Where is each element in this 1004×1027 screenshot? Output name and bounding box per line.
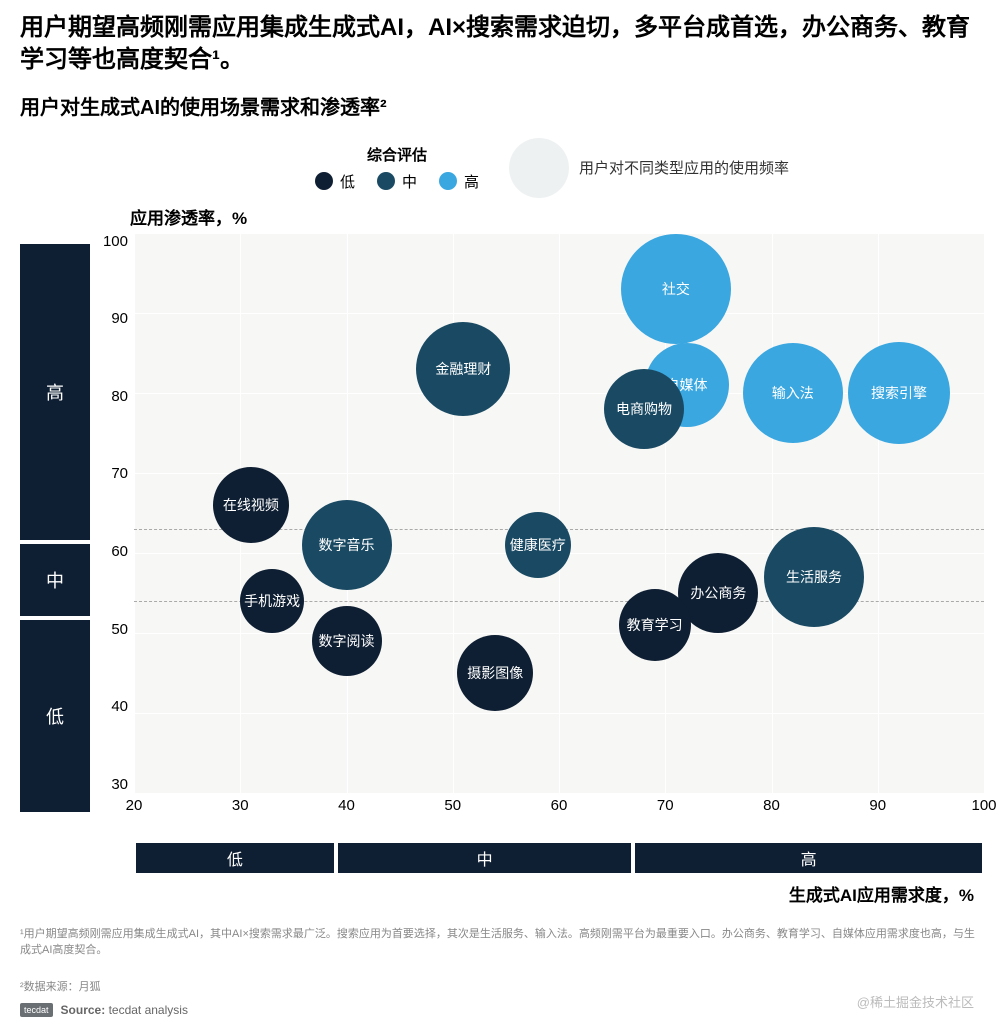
y-tick-label: 100 xyxy=(103,233,128,250)
y-tick-label: 70 xyxy=(111,465,128,482)
legend-title: 综合评估 xyxy=(367,144,427,165)
x-axis-title: 生成式AI应用需求度，% xyxy=(100,881,974,906)
source-value: tecdat analysis xyxy=(109,1003,188,1017)
bubble: 手机游戏 xyxy=(240,569,304,633)
y-axis-bands: 高中低 xyxy=(20,244,90,906)
footnote-2: ²数据来源：月狐 xyxy=(20,979,984,996)
legend-item: 中 xyxy=(377,171,417,192)
bubble: 电商购物 xyxy=(604,369,684,449)
x-tick-label: 100 xyxy=(971,797,996,814)
bubble: 输入法 xyxy=(743,343,843,443)
x-tick-label: 30 xyxy=(232,797,249,814)
footnote-1: ¹用户期望高频刚需应用集成生成式AI，其中AI×搜索需求最广泛。搜索应用为首要选… xyxy=(20,926,984,959)
x-tick-label: 20 xyxy=(126,797,143,814)
bubble: 在线视频 xyxy=(213,467,289,543)
legend-freq-label: 用户对不同类型应用的使用频率 xyxy=(579,157,789,178)
y-band: 低 xyxy=(20,620,90,812)
x-tick-label: 60 xyxy=(551,797,568,814)
x-band: 高 xyxy=(635,843,982,873)
x-axis-bands: 低中高 xyxy=(134,843,984,873)
y-band: 高 xyxy=(20,244,90,540)
legend-frequency: 用户对不同类型应用的使用频率 xyxy=(509,138,789,198)
y-band: 中 xyxy=(20,544,90,616)
x-axis-labels: 2030405060708090100 xyxy=(134,793,984,815)
y-tick-label: 90 xyxy=(111,310,128,327)
bubble: 数字阅读 xyxy=(312,606,382,676)
source-row: tecdat Source: tecdat analysis @稀土掘金技术社区 xyxy=(20,1003,984,1017)
plot-area: 社交金融理财自媒体输入法搜索引擎电商购物在线视频数字音乐健康医疗生活服务办公商务… xyxy=(134,233,984,793)
legend-freq-circle xyxy=(509,138,569,198)
legend-dot xyxy=(377,172,395,190)
chart-zone: 高中低 应用渗透率，% 10090807060504030 社交金融理财自媒体输… xyxy=(20,204,984,906)
bubble: 健康医疗 xyxy=(505,512,571,578)
y-axis-title: 应用渗透率，% xyxy=(130,204,984,229)
chart-subtitle: 用户对生成式AI的使用场景需求和渗透率² xyxy=(20,91,984,120)
bubble: 搜索引擎 xyxy=(848,342,950,444)
legend-item: 低 xyxy=(315,171,355,192)
x-tick-label: 90 xyxy=(869,797,886,814)
legend-label: 中 xyxy=(402,171,417,192)
bubble: 数字音乐 xyxy=(302,500,392,590)
y-tick-label: 40 xyxy=(111,698,128,715)
watermark: @稀土掘金技术社区 xyxy=(857,992,974,1011)
x-band: 中 xyxy=(338,843,632,873)
y-tick-label: 80 xyxy=(111,388,128,405)
bubble: 社交 xyxy=(621,234,731,344)
y-tick-label: 30 xyxy=(111,776,128,793)
legend-rating: 综合评估 低 中 高 xyxy=(315,144,479,192)
page-title: 用户期望高频刚需应用集成生成式AI，AI×搜索需求迫切，多平台成首选，办公商务、… xyxy=(20,12,984,77)
x-tick-label: 70 xyxy=(657,797,674,814)
source-logo: tecdat xyxy=(20,1003,53,1017)
bubble: 教育学习 xyxy=(619,589,691,661)
x-tick-label: 50 xyxy=(444,797,461,814)
x-band: 低 xyxy=(136,843,334,873)
legend-item: 高 xyxy=(439,171,479,192)
legend-dot xyxy=(315,172,333,190)
x-tick-label: 40 xyxy=(338,797,355,814)
y-tick-label: 60 xyxy=(111,543,128,560)
legend-row: 综合评估 低 中 高 用户对不同类型应用的使用频率 xyxy=(20,138,984,198)
y-axis-labels: 100 90 80 70 60 50 40 30 xyxy=(90,233,128,793)
legend-label: 低 xyxy=(340,171,355,192)
bubble: 生活服务 xyxy=(764,527,864,627)
legend-dot xyxy=(439,172,457,190)
legend-label: 高 xyxy=(464,171,479,192)
bubble: 金融理财 xyxy=(416,322,510,416)
y-tick-label: 50 xyxy=(111,621,128,638)
x-tick-label: 80 xyxy=(763,797,780,814)
source-label: Source: xyxy=(61,1003,106,1017)
bubble: 摄影图像 xyxy=(457,635,533,711)
